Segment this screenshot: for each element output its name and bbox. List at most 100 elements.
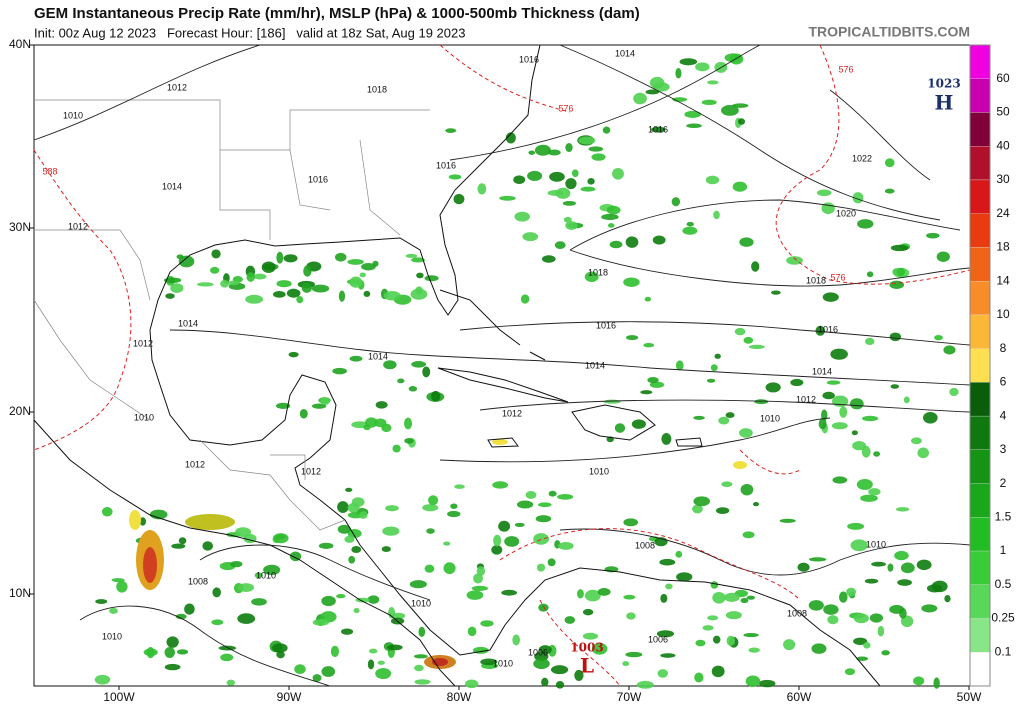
isobar-label: 1014 xyxy=(368,351,388,361)
precip-cell xyxy=(580,186,596,192)
precip-cell xyxy=(811,643,827,654)
precip-cell xyxy=(576,589,584,599)
isobar-label: 1016 xyxy=(436,160,456,170)
colorbar-swatch xyxy=(969,112,991,147)
precip-cell xyxy=(303,265,312,277)
precip-cell xyxy=(261,261,276,273)
precip-cell xyxy=(692,504,703,514)
precip-cell xyxy=(353,608,360,614)
precip-cell xyxy=(866,271,874,278)
precip-cell xyxy=(694,672,704,683)
precip-cell xyxy=(347,258,364,265)
precip-cell xyxy=(101,506,113,517)
precip-cell xyxy=(671,197,681,207)
precip-cell xyxy=(623,594,636,600)
precip-cell xyxy=(202,541,214,551)
precip-cell xyxy=(684,110,702,118)
precip-cell xyxy=(943,345,956,355)
precip-cell xyxy=(382,526,400,536)
colorbar-label: 30 xyxy=(996,172,1010,186)
precip-cell xyxy=(609,240,623,249)
precip-cell xyxy=(178,255,195,268)
isobar-label: 1010 xyxy=(760,413,780,423)
precip-cell xyxy=(711,665,725,678)
isobar-label: 1022 xyxy=(852,153,872,163)
precip-cell xyxy=(505,132,516,144)
precip-cell xyxy=(170,283,184,293)
colorbar-label: 0.1 xyxy=(995,644,1012,658)
precip-cell xyxy=(377,660,385,665)
precip-cell xyxy=(283,254,298,263)
precip-cell xyxy=(565,178,577,190)
precip-cell xyxy=(466,590,484,600)
precip-cell xyxy=(426,528,435,534)
precip-cell xyxy=(428,495,439,506)
precip-cell xyxy=(480,620,494,627)
precip-cell xyxy=(889,604,905,614)
precip-cell xyxy=(827,615,839,625)
colorbar-swatch xyxy=(969,652,991,687)
precip-cell xyxy=(797,562,810,572)
precip-cell xyxy=(276,651,285,659)
isobar-label: 1012 xyxy=(301,466,321,476)
colorbar-swatch xyxy=(969,449,991,484)
precip-cell xyxy=(734,327,746,336)
precip-cell xyxy=(498,520,511,532)
precip-cell xyxy=(163,277,182,284)
precip-cell xyxy=(936,251,950,262)
precip-cell xyxy=(910,437,922,445)
precip-cell xyxy=(547,558,556,567)
title: GEM Instantaneous Precip Rate (mm/hr), M… xyxy=(34,5,640,22)
precip-cell xyxy=(171,543,186,549)
precip-cell xyxy=(299,409,308,419)
precip-cell xyxy=(926,232,940,239)
precip-cell xyxy=(926,584,943,593)
isobar-label: 1014 xyxy=(585,360,605,370)
precip-cell xyxy=(383,360,397,370)
precip-cell xyxy=(739,237,754,247)
precip-cell xyxy=(715,507,730,515)
precip-cell xyxy=(864,578,879,584)
precip-cell xyxy=(847,522,865,530)
precip-cell xyxy=(321,595,336,607)
precip-cell xyxy=(860,494,878,502)
precip-cell xyxy=(633,92,647,105)
precip-cell xyxy=(344,535,355,543)
precip-cell xyxy=(626,335,639,341)
lon-label: 100W xyxy=(103,690,135,704)
precip-cell xyxy=(701,99,717,105)
precip-cell xyxy=(657,669,668,678)
precip-cell xyxy=(493,534,502,547)
precip-cell xyxy=(582,608,594,616)
precip-cell xyxy=(367,659,375,670)
precip-cell xyxy=(332,367,347,375)
high-pressure: 1023 xyxy=(927,77,960,91)
isobar-label: 1010 xyxy=(411,598,431,608)
precip-layer xyxy=(94,53,959,689)
colorbar-swatch xyxy=(969,415,991,450)
precip-cell xyxy=(846,587,857,597)
colorbar-frame xyxy=(969,44,991,687)
lon-label: 50W xyxy=(957,690,982,704)
precip-cell xyxy=(405,253,418,258)
precip-cell xyxy=(826,380,841,385)
precip-cell xyxy=(411,361,427,368)
precip-cell xyxy=(409,580,427,589)
precip-cell xyxy=(149,509,168,520)
colorbar-label: 18 xyxy=(996,240,1010,254)
precip-cell xyxy=(718,416,730,425)
isobar-label: 1008 xyxy=(787,608,807,618)
colorbar-swatch xyxy=(969,78,991,113)
precip-cell xyxy=(431,390,441,402)
precip-cell xyxy=(349,276,363,288)
precip-cell xyxy=(682,226,698,235)
precip-cell xyxy=(602,126,611,134)
low-pressure: 1003 xyxy=(570,641,603,655)
precip-cell xyxy=(871,561,887,567)
precip-cell xyxy=(245,294,264,304)
thickness-label: 576 xyxy=(838,64,853,74)
precip-cell xyxy=(514,211,530,222)
heavy-precip xyxy=(129,510,141,530)
precip-cell xyxy=(424,564,435,573)
precip-cell xyxy=(413,654,428,659)
